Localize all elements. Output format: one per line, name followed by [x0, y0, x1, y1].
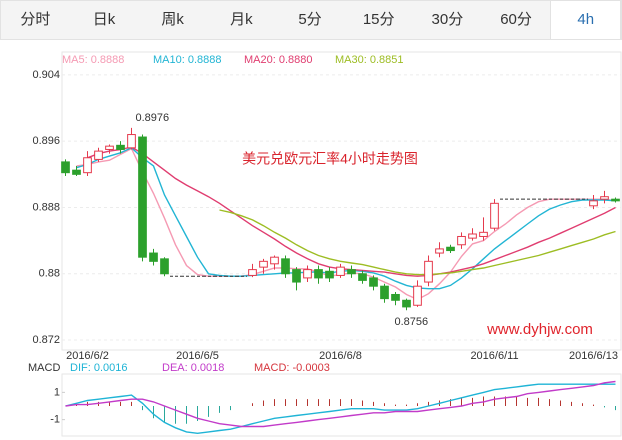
candle-body: [468, 233, 477, 239]
candle-body: [160, 258, 169, 275]
ma-line: [76, 146, 616, 290]
candle-body: [380, 285, 389, 300]
ma-line: [76, 147, 616, 301]
candle-body: [611, 198, 620, 202]
candle-body: [116, 144, 125, 150]
macd-frame: [61, 373, 622, 437]
legend-entry: MA20: 0.8880: [244, 54, 313, 66]
macd-line: [65, 383, 616, 435]
candle-body: [490, 202, 499, 229]
candle-body: [61, 161, 70, 174]
macd-line: [65, 380, 616, 428]
candle-body: [369, 277, 378, 287]
candle-body: [589, 200, 598, 207]
candle-body: [402, 299, 411, 308]
candle-body: [424, 260, 433, 283]
tab[interactable]: 30分: [431, 11, 464, 28]
candle-body: [127, 134, 136, 149]
candle-body: [600, 196, 609, 200]
candle-body: [336, 266, 345, 276]
x-tick-label: 2016/6/11: [470, 350, 518, 362]
ma-line: [219, 209, 616, 276]
tab[interactable]: 周k: [161, 11, 184, 28]
y-tick-label: -1: [50, 414, 60, 426]
candle-body: [83, 157, 92, 174]
watermark: www.dyhjw.com: [486, 321, 593, 338]
x-tick-label: 2016/6/13: [569, 350, 618, 362]
candle-body: [259, 260, 268, 268]
tab[interactable]: 5分: [298, 11, 322, 28]
y-tick-label: 1: [54, 386, 60, 398]
tab[interactable]: 分时: [20, 11, 51, 28]
legend-entry: MACD: -0.0003: [254, 362, 330, 374]
legend-entry: MA30: 0.8851: [335, 54, 404, 66]
chart-title: 美元兑欧元汇率4小时走势图: [242, 151, 418, 167]
tab[interactable]: 60分: [500, 11, 532, 28]
chart: 美元兑欧元汇率4小时走势图 www.dyhjw.com MACD 0.904 0.…: [28, 51, 622, 437]
candle-body: [325, 270, 334, 279]
candle-body: [270, 256, 279, 265]
candle-body: [292, 269, 301, 283]
legend-entry: MA5: 0.8888: [62, 54, 124, 66]
candle-body: [314, 269, 323, 279]
x-tick-label: 2016/6/8: [319, 350, 362, 362]
candle-body: [479, 231, 488, 237]
candle-body: [248, 269, 257, 276]
tab[interactable]: 月k: [230, 11, 253, 28]
candle-body: [457, 235, 466, 246]
candle-body: [347, 269, 356, 275]
y-tick-label: 0.888: [32, 201, 60, 213]
candle-body: [105, 145, 114, 150]
candle-body: [303, 269, 312, 279]
legend-entry: DEA: 0.0018: [162, 362, 224, 374]
candle-body: [94, 150, 103, 160]
macd-label: MACD: [28, 362, 60, 374]
candle-body: [149, 252, 158, 262]
candle-body: [358, 273, 367, 281]
y-tick-label: 0.904: [32, 69, 60, 81]
min-label: 0.8756: [395, 316, 429, 328]
x-tick-label: 2016/6/2: [66, 350, 109, 362]
max-label: 0.8976: [136, 112, 170, 124]
candle-body: [446, 246, 455, 252]
candle-body: [281, 258, 290, 275]
tab[interactable]: 4h: [550, 1, 622, 39]
legend-entry: MA10: 0.8888: [153, 54, 222, 66]
price-frame: [61, 51, 622, 351]
y-tick-label: 0.872: [32, 334, 60, 346]
y-tick-label: 0.896: [32, 135, 60, 147]
x-tick-label: 2016/6/5: [176, 350, 219, 362]
tab-bar: 分时 日k 周k 月k 5分 15分 30分 60分 4h: [0, 0, 622, 40]
tab[interactable]: 15分: [362, 11, 395, 28]
candle-body: [72, 169, 81, 175]
legend-entry: DIF: 0.0016: [70, 362, 127, 374]
candle-body: [435, 248, 444, 254]
candle-body: [391, 293, 400, 301]
candle-body: [413, 285, 422, 306]
candle-body: [138, 136, 147, 258]
y-tick-label: 0.88: [39, 268, 60, 280]
tab[interactable]: 日k: [92, 11, 116, 28]
